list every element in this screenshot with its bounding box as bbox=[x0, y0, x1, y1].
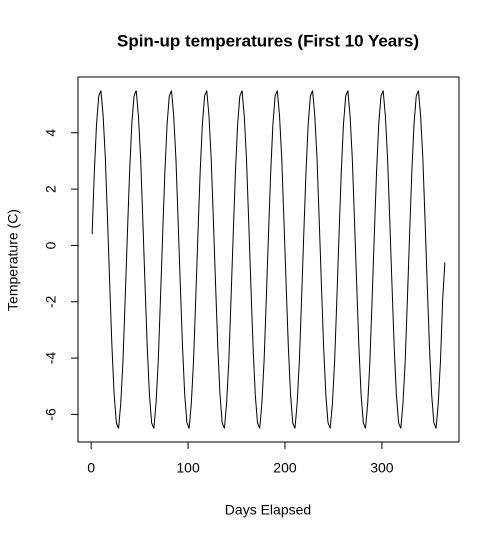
x-tick-label: 0 bbox=[87, 460, 95, 476]
y-tick-label: 2 bbox=[43, 185, 59, 193]
y-tick-label: 0 bbox=[43, 241, 59, 249]
y-tick-label: -6 bbox=[43, 408, 59, 421]
x-tick-label: 200 bbox=[273, 460, 297, 476]
line-series bbox=[91, 90, 446, 429]
x-tick-label: 100 bbox=[176, 460, 200, 476]
x-axis-title: Days Elapsed bbox=[225, 502, 311, 518]
y-tick-label: 4 bbox=[43, 129, 59, 137]
chart-title: Spin-up temperatures (First 10 Years) bbox=[117, 31, 419, 50]
x-tick-label: 300 bbox=[370, 460, 394, 476]
y-tick-label: -2 bbox=[43, 295, 59, 308]
y-axis-title: Temperature (C) bbox=[5, 209, 21, 311]
y-tick-label: -4 bbox=[43, 352, 59, 365]
